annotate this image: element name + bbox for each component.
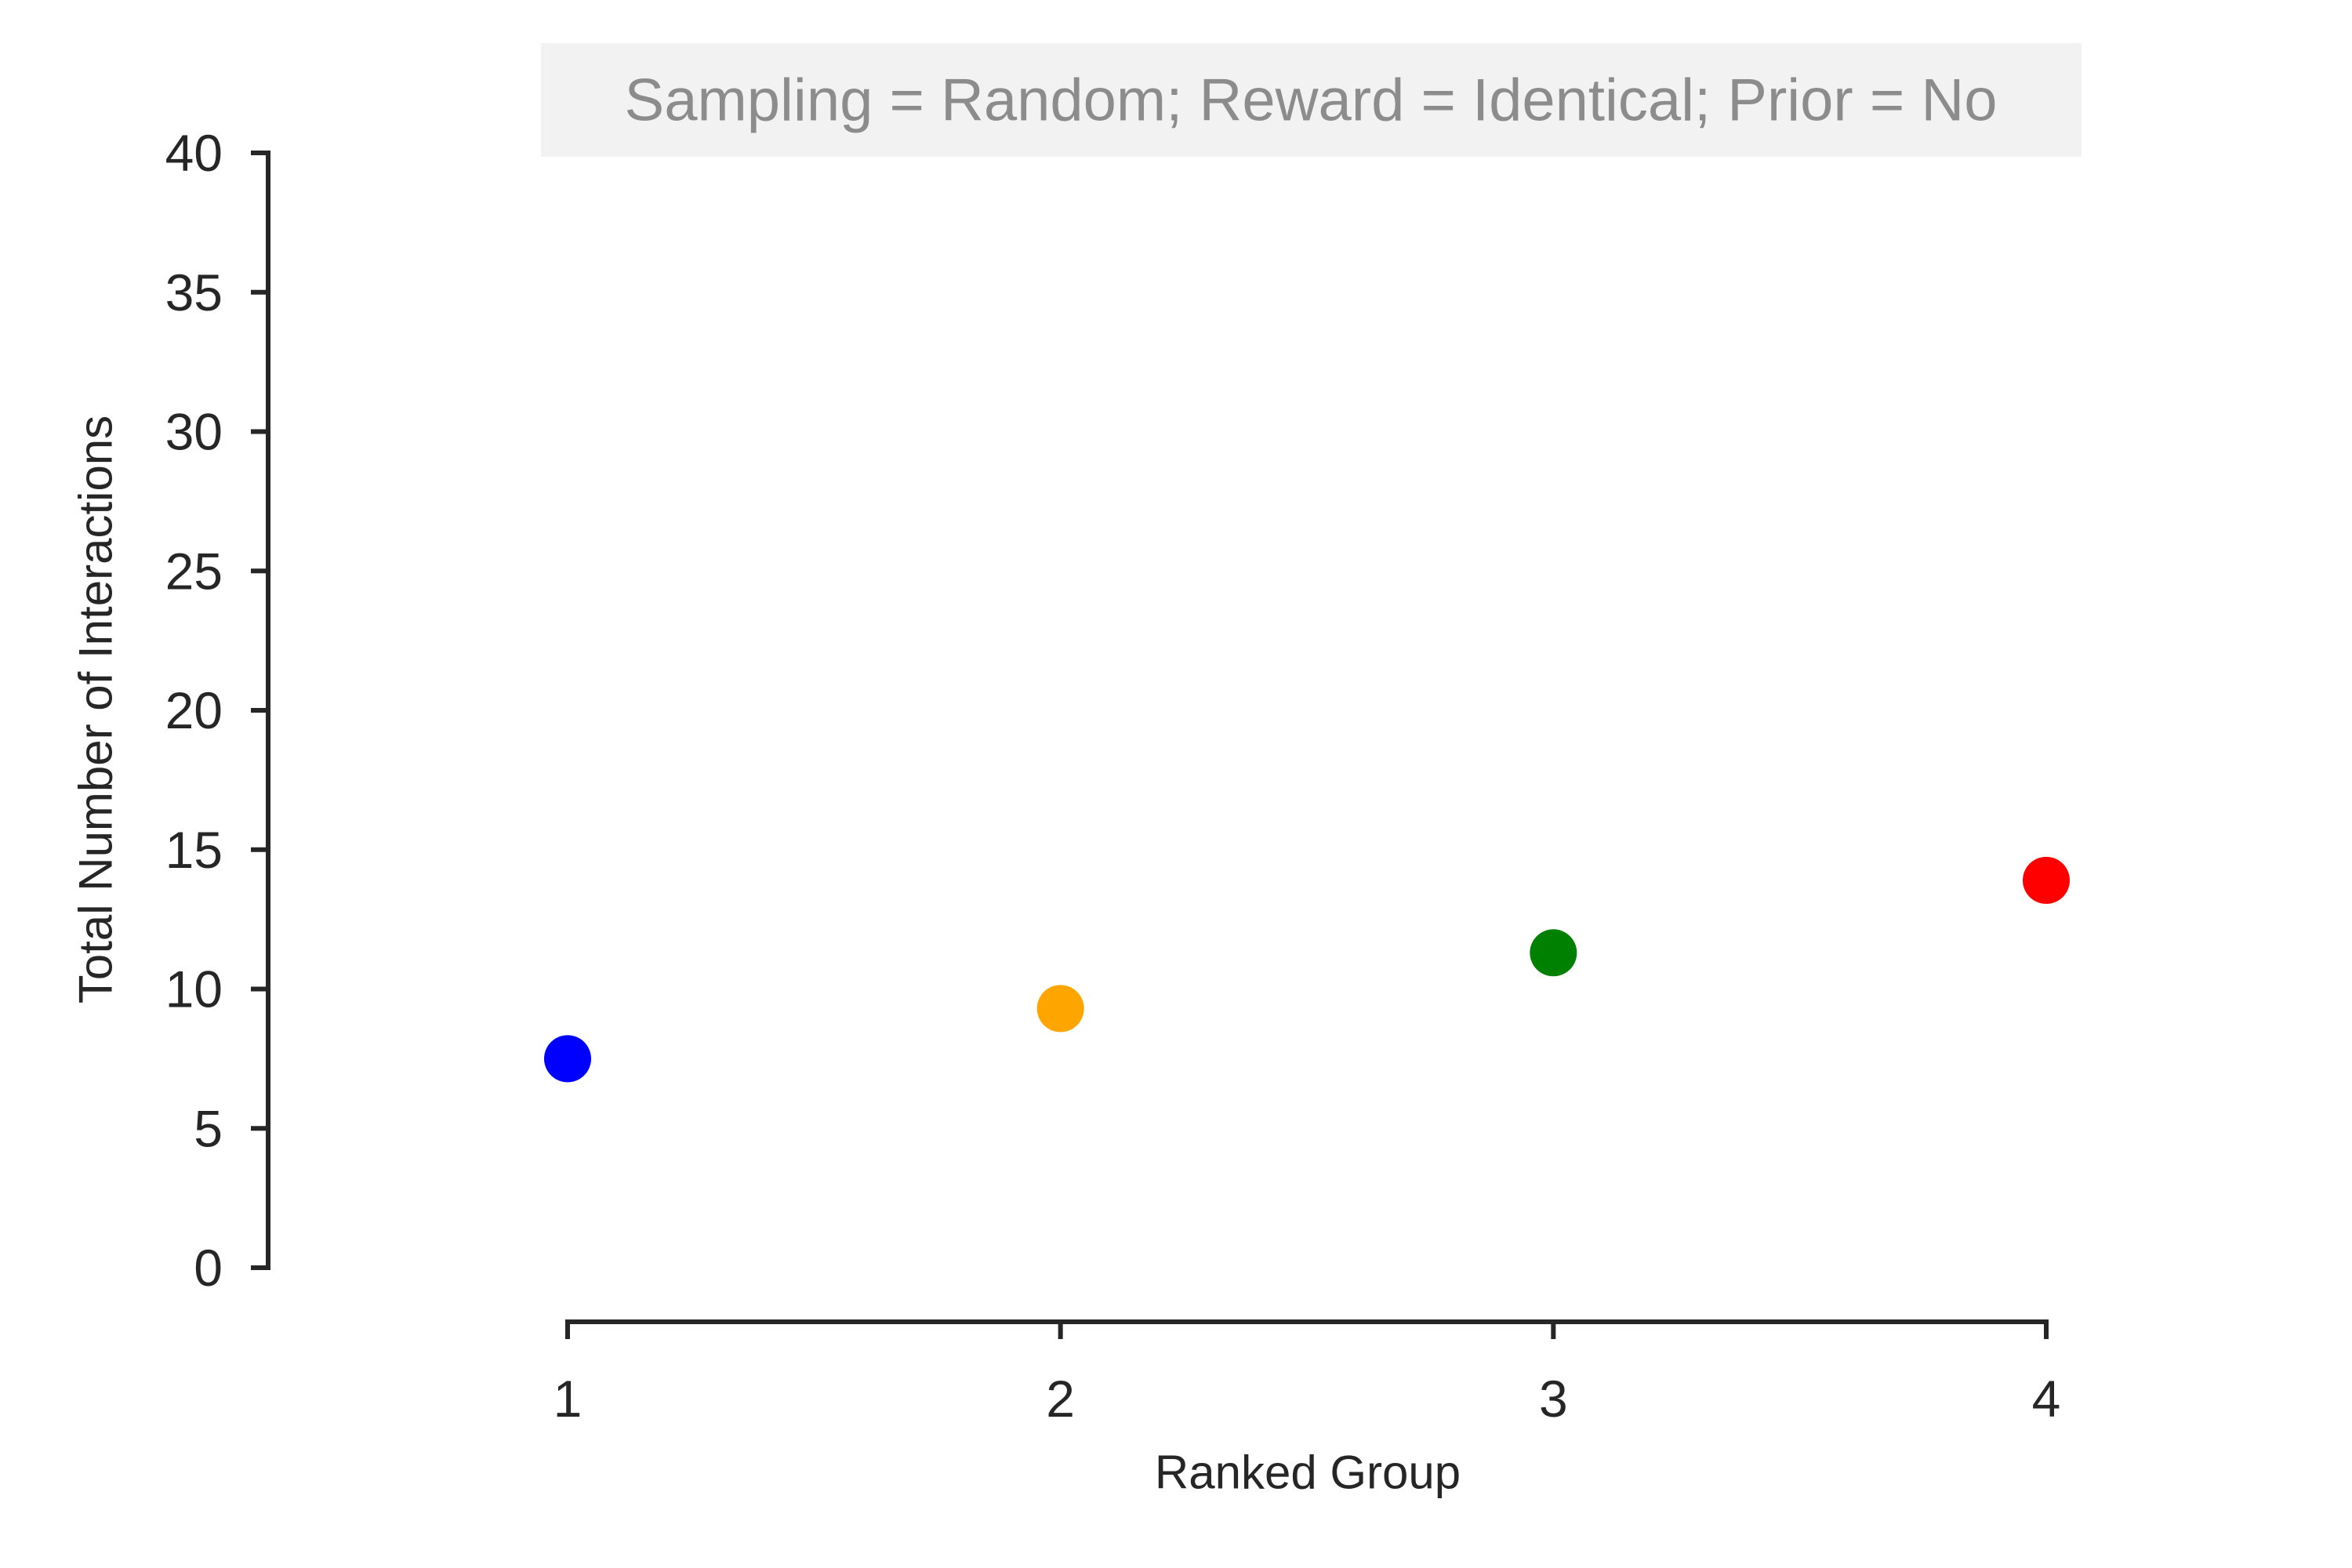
y-tick-label: 25 [165, 542, 223, 600]
data-point [1530, 929, 1577, 977]
y-tick-label: 15 [165, 821, 223, 879]
x-axis: 1 2 3 4 [554, 1319, 2061, 1428]
x-tick-label: 4 [2032, 1370, 2061, 1428]
y-tick-label: 30 [165, 403, 223, 461]
y-tick-label: 35 [165, 263, 223, 321]
data-point [544, 1035, 591, 1083]
y-tick-label: 20 [165, 681, 223, 739]
chart-title-background [541, 43, 2082, 157]
chart-title-box: Sampling = Random; Reward = Identical; P… [541, 43, 2082, 157]
x-axis-label: Ranked Group [1155, 1446, 1461, 1499]
x-tick-label: 3 [1539, 1370, 1568, 1428]
y-axis-label: Total Number of Interactions [70, 416, 122, 1004]
y-tick-label: 40 [165, 124, 223, 182]
y-axis: 0 5 10 15 20 25 30 35 40 [165, 124, 270, 1297]
data-point [2023, 856, 2070, 904]
data-point [1036, 985, 1084, 1033]
data-points [544, 856, 2070, 1083]
x-tick-label: 1 [554, 1370, 583, 1428]
x-tick-label: 2 [1046, 1370, 1075, 1428]
y-tick-label: 10 [165, 960, 223, 1018]
chart-title: Sampling = Random; Reward = Identical; P… [625, 67, 1998, 134]
y-tick-label: 5 [194, 1099, 223, 1157]
y-tick-label: 0 [194, 1239, 223, 1297]
